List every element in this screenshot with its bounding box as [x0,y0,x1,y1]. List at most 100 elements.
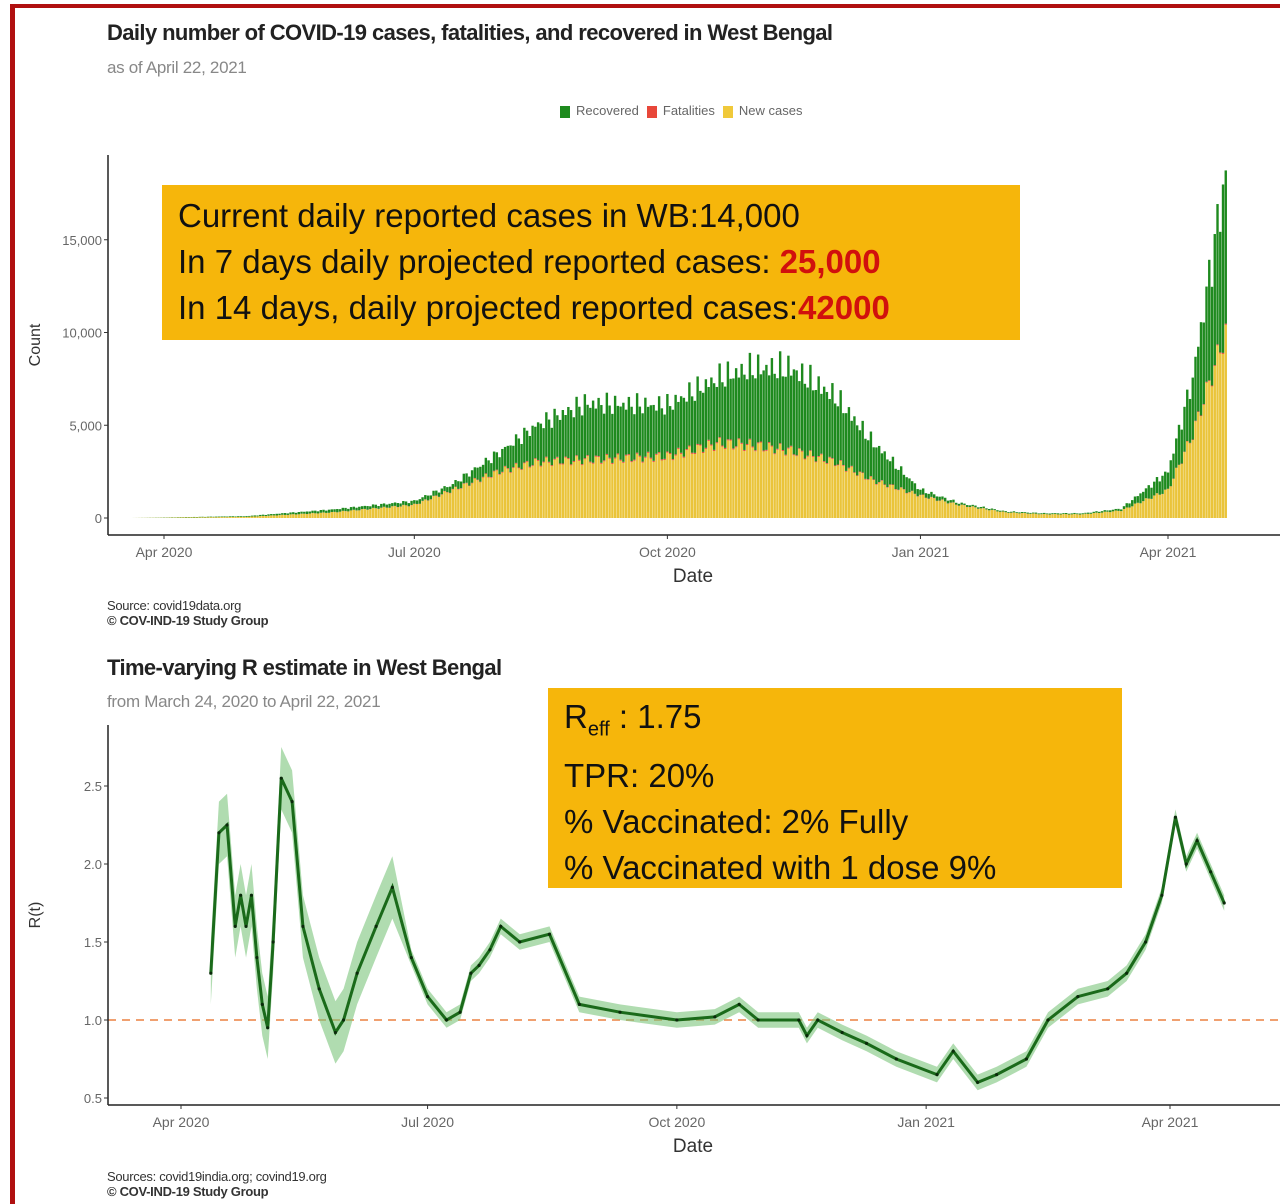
bar-new-cases [1109,512,1111,518]
bar-new-cases [994,510,996,518]
bar-new-cases [680,454,682,518]
bar-new-cases [498,475,500,518]
bar-new-cases [328,513,330,518]
bar-new-cases [762,451,764,518]
bar-new-cases [529,468,531,518]
bar-recovered [457,481,459,489]
bar-new-cases [380,508,382,518]
bar-fatalities [1222,353,1224,354]
bar-fatalities [619,460,621,461]
bar-new-cases [421,501,423,518]
bar-recovered [812,390,814,456]
bar-fatalities [468,486,470,487]
bar-recovered [636,393,638,452]
bar-new-cases [1049,515,1051,518]
bar-recovered [300,512,302,514]
bar-new-cases [625,456,627,518]
bar-fatalities [831,458,833,459]
bar-new-cases [666,453,668,518]
bar-recovered [498,457,500,474]
bar-recovered [925,493,927,497]
bar-new-cases [661,460,663,518]
bar-recovered [806,388,808,456]
bar-fatalities [608,458,610,459]
bar-new-cases [611,464,613,518]
bar-new-cases [1211,386,1213,518]
bar-new-cases [361,509,363,518]
bar-new-cases [287,515,289,518]
bar-fatalities [859,471,861,472]
bar-recovered [721,382,723,445]
bar-recovered [1062,513,1064,514]
bar-new-cases [831,459,833,518]
bar-new-cases [721,447,723,518]
bar-recovered [284,513,286,515]
bar-new-cases [1024,513,1026,518]
bar-new-cases [493,471,495,518]
bar-new-cases [980,508,982,518]
bar-new-cases [592,464,594,518]
bar-recovered [1065,513,1067,514]
bar-recovered [828,399,830,457]
bar-recovered [746,379,748,444]
bar-recovered [787,356,789,448]
bar-new-cases [245,517,247,518]
r-point [841,1031,844,1034]
bar-new-cases [1139,503,1141,518]
r-point [1174,816,1177,819]
bar-recovered [1005,511,1007,512]
bar-new-cases [564,458,566,518]
bar-fatalities [529,467,531,468]
bar-recovered [361,506,363,509]
x-tick-label: Apr 2020 [153,1114,210,1130]
bar-recovered [369,506,371,509]
bar-new-cases [223,517,225,518]
bar-recovered [526,431,528,461]
bar-new-cases [377,509,379,518]
bar-fatalities [611,463,613,464]
bar-new-cases [705,449,707,518]
bar-recovered [905,477,907,493]
r-point [272,940,275,943]
r-point [488,948,491,951]
bar-fatalities [647,452,649,453]
bar-recovered [559,420,561,463]
bar-recovered [1057,513,1059,514]
bar-recovered [243,516,245,517]
bar-recovered [1040,513,1042,514]
bar-fatalities [628,454,630,455]
bar-fatalities [806,456,808,457]
bar-new-cases [1183,452,1185,518]
bar-new-cases [905,493,907,518]
r-point [410,956,413,959]
bar-fatalities [765,450,767,451]
bar-recovered [754,378,756,450]
bar-recovered [713,383,715,450]
bar-fatalities [762,450,764,451]
bar-new-cases [344,511,346,518]
bar-recovered [430,495,432,499]
bar-recovered [630,407,632,461]
bar-recovered [578,407,580,460]
bar-fatalities [534,458,536,459]
bar-recovered [710,377,712,444]
bar-new-cases [204,517,206,518]
bar-recovered [1142,492,1144,501]
x-tick-label: Jan 2021 [892,544,950,560]
bar-fatalities [460,488,462,489]
bar-new-cases [999,512,1001,518]
bar-fatalities [746,444,748,445]
bar-fatalities [828,457,830,458]
bar-new-cases [669,454,671,518]
bar-fatalities [760,442,762,443]
bar-new-cases [342,511,344,518]
r-point [1106,987,1109,990]
bar-new-cases [606,455,608,518]
bar-recovered [237,516,239,517]
bar-recovered [729,379,731,440]
bar-fatalities [710,444,712,445]
bar-new-cases [548,463,550,518]
bar-new-cases [853,473,855,518]
bar-recovered [496,452,498,469]
bar-recovered [234,516,236,517]
